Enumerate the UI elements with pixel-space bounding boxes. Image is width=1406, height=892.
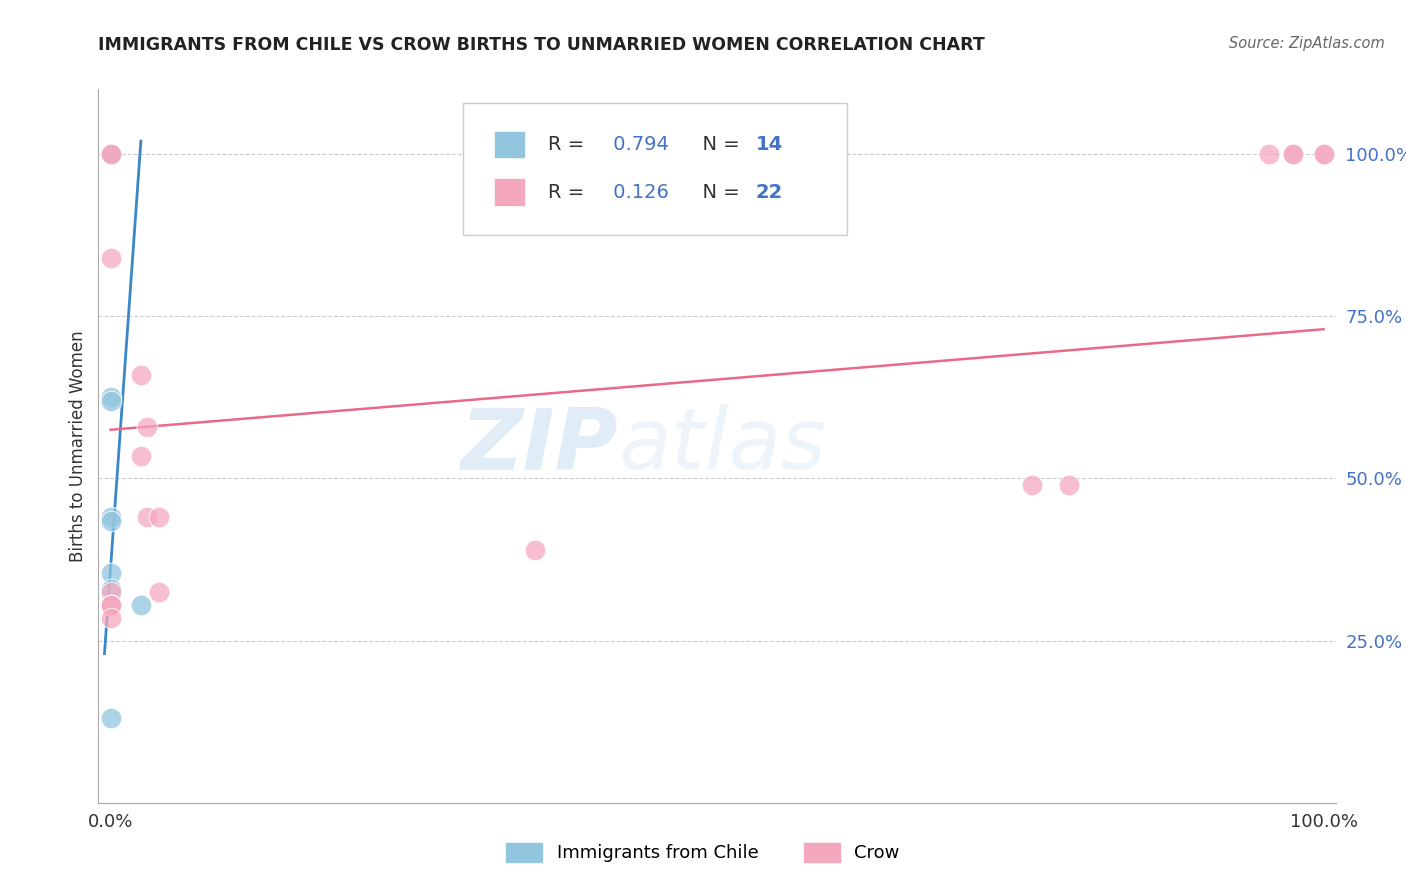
- Text: atlas: atlas: [619, 404, 827, 488]
- Point: [129, 598, 152, 612]
- Point: [100, 585, 122, 599]
- Point: [100, 598, 122, 612]
- Text: N =: N =: [690, 183, 745, 202]
- Point: [100, 147, 122, 161]
- Text: R =: R =: [547, 183, 591, 202]
- Point: [524, 542, 547, 557]
- FancyBboxPatch shape: [495, 178, 526, 205]
- Point: [100, 611, 122, 625]
- FancyBboxPatch shape: [464, 103, 846, 235]
- Text: IMMIGRANTS FROM CHILE VS CROW BIRTHS TO UNMARRIED WOMEN CORRELATION CHART: IMMIGRANTS FROM CHILE VS CROW BIRTHS TO …: [98, 36, 986, 54]
- Point: [100, 598, 122, 612]
- Point: [100, 566, 122, 580]
- Point: [100, 147, 122, 161]
- Text: Source: ZipAtlas.com: Source: ZipAtlas.com: [1229, 36, 1385, 51]
- Point: [100, 582, 122, 596]
- Point: [1312, 147, 1334, 161]
- Point: [1312, 147, 1334, 161]
- Point: [148, 510, 170, 524]
- Text: 0.794: 0.794: [607, 136, 669, 154]
- Point: [100, 147, 122, 161]
- Point: [136, 510, 159, 524]
- Point: [100, 390, 122, 404]
- Text: 14: 14: [755, 136, 783, 154]
- Legend: Immigrants from Chile, Crow: Immigrants from Chile, Crow: [499, 836, 907, 870]
- Text: R =: R =: [547, 136, 591, 154]
- Point: [100, 598, 122, 612]
- Point: [136, 419, 159, 434]
- Text: 22: 22: [755, 183, 783, 202]
- Point: [100, 598, 122, 612]
- Point: [129, 368, 152, 382]
- Point: [1258, 147, 1281, 161]
- Point: [100, 598, 122, 612]
- Point: [1021, 478, 1043, 492]
- Point: [100, 514, 122, 528]
- FancyBboxPatch shape: [495, 130, 526, 158]
- Point: [148, 585, 170, 599]
- Point: [100, 598, 122, 612]
- Text: N =: N =: [690, 136, 745, 154]
- Text: ZIP: ZIP: [460, 404, 619, 488]
- Y-axis label: Births to Unmarried Women: Births to Unmarried Women: [69, 330, 87, 562]
- Point: [100, 510, 122, 524]
- Point: [100, 711, 122, 725]
- Point: [1282, 147, 1305, 161]
- Point: [1282, 147, 1305, 161]
- Text: 0.126: 0.126: [607, 183, 669, 202]
- Point: [100, 393, 122, 408]
- Point: [1057, 478, 1080, 492]
- Point: [100, 598, 122, 612]
- Point: [100, 251, 122, 265]
- Point: [129, 449, 152, 463]
- Point: [100, 147, 122, 161]
